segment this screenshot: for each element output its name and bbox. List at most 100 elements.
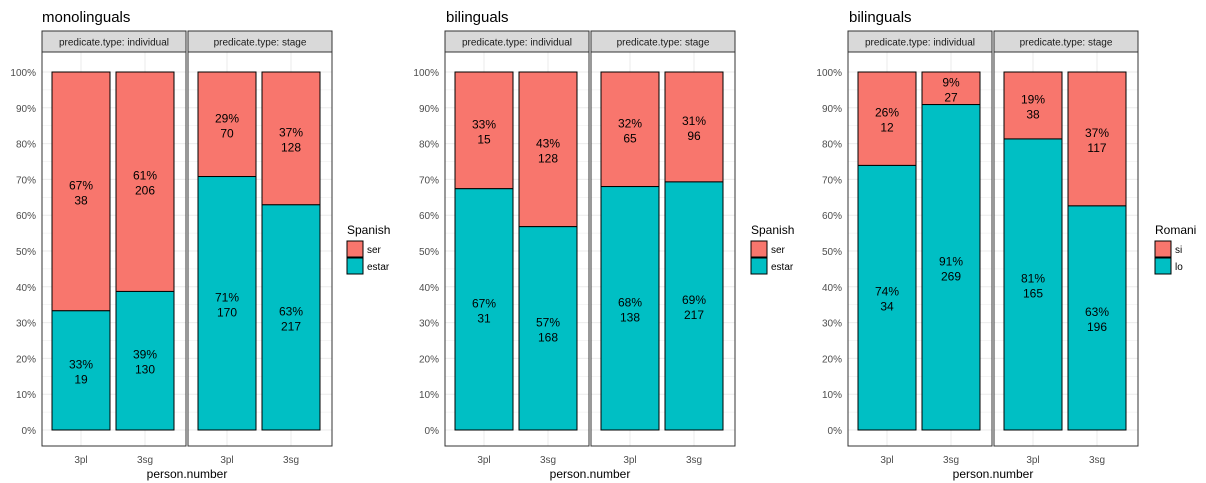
chart-title: monolinguals [42,9,130,26]
chart-1: monolinguals 0% 10% 20% 30% 40% 50% 60% 70% 80% 90… [10,9,390,481]
y-tick-label: 80% [419,140,439,151]
bar-top-count-label: 96 [687,129,701,143]
bar-top-percent-label: 29% [215,111,239,125]
legend-entry-label: lo [1175,262,1183,273]
y-tick-label: 20% [16,354,36,365]
facet-panel: predicate.type: individual26%1274%343pl9… [848,31,992,466]
bar-top-percent-label: 9% [942,75,960,89]
bar-top-percent-label: 37% [1085,126,1109,140]
y-tick-label: 60% [822,211,842,222]
legend-title: Spanish [751,223,794,237]
y-tick-label: 60% [419,211,439,222]
y-tick-label: 20% [822,354,842,365]
x-axis-title: person.number [147,467,228,481]
legend-entry-label: ser [771,245,786,256]
y-tick-label: 30% [16,319,36,330]
bar-bottom-count-label: 196 [1087,320,1107,334]
x-tick-label: 3sg [283,455,299,466]
x-tick-label: 3pl [74,455,87,466]
x-axis-title: person.number [550,467,631,481]
bar-top-percent-label: 43% [536,136,560,150]
facet-strip-label: predicate.type: stage [214,38,307,49]
facet-strip-label: predicate.type: individual [462,38,572,49]
bar-bottom-percent-label: 68% [618,295,642,309]
y-tick-label: 10% [16,390,36,401]
legend-swatch [1155,258,1171,274]
bar-bottom-count-label: 19 [74,372,88,386]
facet-strip-label: predicate.type: stage [1020,38,1113,49]
y-tick-label: 60% [16,211,36,222]
y-tick-label: 40% [822,283,842,294]
legend-title: Romani [1155,223,1196,237]
bar-bottom-count-label: 130 [135,363,155,377]
legend: Spanish ser estar [347,223,390,274]
bar-bottom-percent-label: 63% [1085,305,1109,319]
bar-bottom-percent-label: 74% [875,285,899,299]
bar-bottom-percent-label: 81% [1021,271,1045,285]
chart-2: bilinguals 0% 10% 20% 30% 40% 50% 60% 70% 80% 90% 1… [413,9,794,481]
y-tick-label: 20% [419,354,439,365]
y-tick-label: 80% [16,140,36,151]
legend-entry-label: estar [771,262,794,273]
bar-top-percent-label: 33% [472,117,496,131]
chart-title: bilinguals [849,9,912,26]
bar-bottom-count-label: 138 [620,310,640,324]
y-tick-label: 0% [22,426,37,437]
x-tick-label: 3pl [623,455,636,466]
y-tick-label: 90% [419,104,439,115]
legend-entry-label: si [1175,245,1182,256]
bar-bottom-percent-label: 57% [536,315,560,329]
bar-bottom-percent-label: 33% [69,357,93,371]
x-tick-label: 3pl [477,455,490,466]
legend-swatch [751,241,767,257]
bar-top-percent-label: 32% [618,116,642,130]
facet-panel: predicate.type: stage 32%65 68%138 3pl 31%96… [591,31,735,466]
legend-swatch [347,258,363,274]
legend-title: Spanish [347,223,390,237]
bar-top-count-label: 12 [880,121,894,135]
bar-bottom-percent-label: 71% [215,290,239,304]
bar-bottom-percent-label: 39% [133,348,157,362]
y-tick-label: 90% [822,104,842,115]
y-tick-label: 70% [822,175,842,186]
bar-top-percent-label: 26% [875,106,899,120]
bar-top-percent-label: 67% [69,178,93,192]
y-tick-label: 100% [10,68,36,79]
chart-title: bilinguals [446,9,509,26]
bar-top-count-label: 65 [623,131,637,145]
x-tick-label: 3sg [943,455,959,466]
bar-top-count-label: 70 [220,126,234,140]
y-tick-label: 100% [413,68,439,79]
facet-panel: predicate.type: individual 33%15 67%31 3pl 4… [445,31,589,466]
bar-bottom-count-label: 165 [1023,286,1043,300]
y-tick-label: 0% [425,426,440,437]
y-tick-label: 80% [822,140,842,151]
bar-top-percent-label: 19% [1021,92,1045,106]
y-tick-label: 50% [822,247,842,258]
x-tick-label: 3sg [540,455,556,466]
y-tick-label: 40% [16,283,36,294]
y-tick-label: 30% [822,319,842,330]
facet-panel: predicate.type: stage 29%70 71%170 3pl 37%12… [188,31,332,466]
facet-panel: predicate.type: individual67%3833%193pl6… [42,31,186,466]
x-tick-label: 3pl [220,455,233,466]
facet-panel: predicate.type: stage 19%38 81%165 3pl 37%11… [994,31,1138,466]
y-tick-label: 40% [419,283,439,294]
bar-top-count-label: 128 [538,151,558,165]
y-tick-label: 50% [16,247,36,258]
bar-top-percent-label: 37% [279,125,303,139]
bar-bottom-count-label: 269 [941,269,961,283]
x-tick-label: 3sg [137,455,153,466]
bar-bottom-count-label: 170 [217,305,237,319]
bar-top-count-label: 27 [944,90,958,104]
bar-top-count-label: 128 [281,140,301,154]
legend-swatch [347,241,363,257]
y-tick-label: 10% [419,390,439,401]
bar-top-count-label: 117 [1087,141,1106,155]
y-tick-label: 0% [828,426,843,437]
y-tick-label: 90% [16,104,36,115]
legend-swatch [1155,241,1171,257]
bar-top-count-label: 38 [1026,107,1040,121]
x-tick-label: 3sg [1089,455,1105,466]
